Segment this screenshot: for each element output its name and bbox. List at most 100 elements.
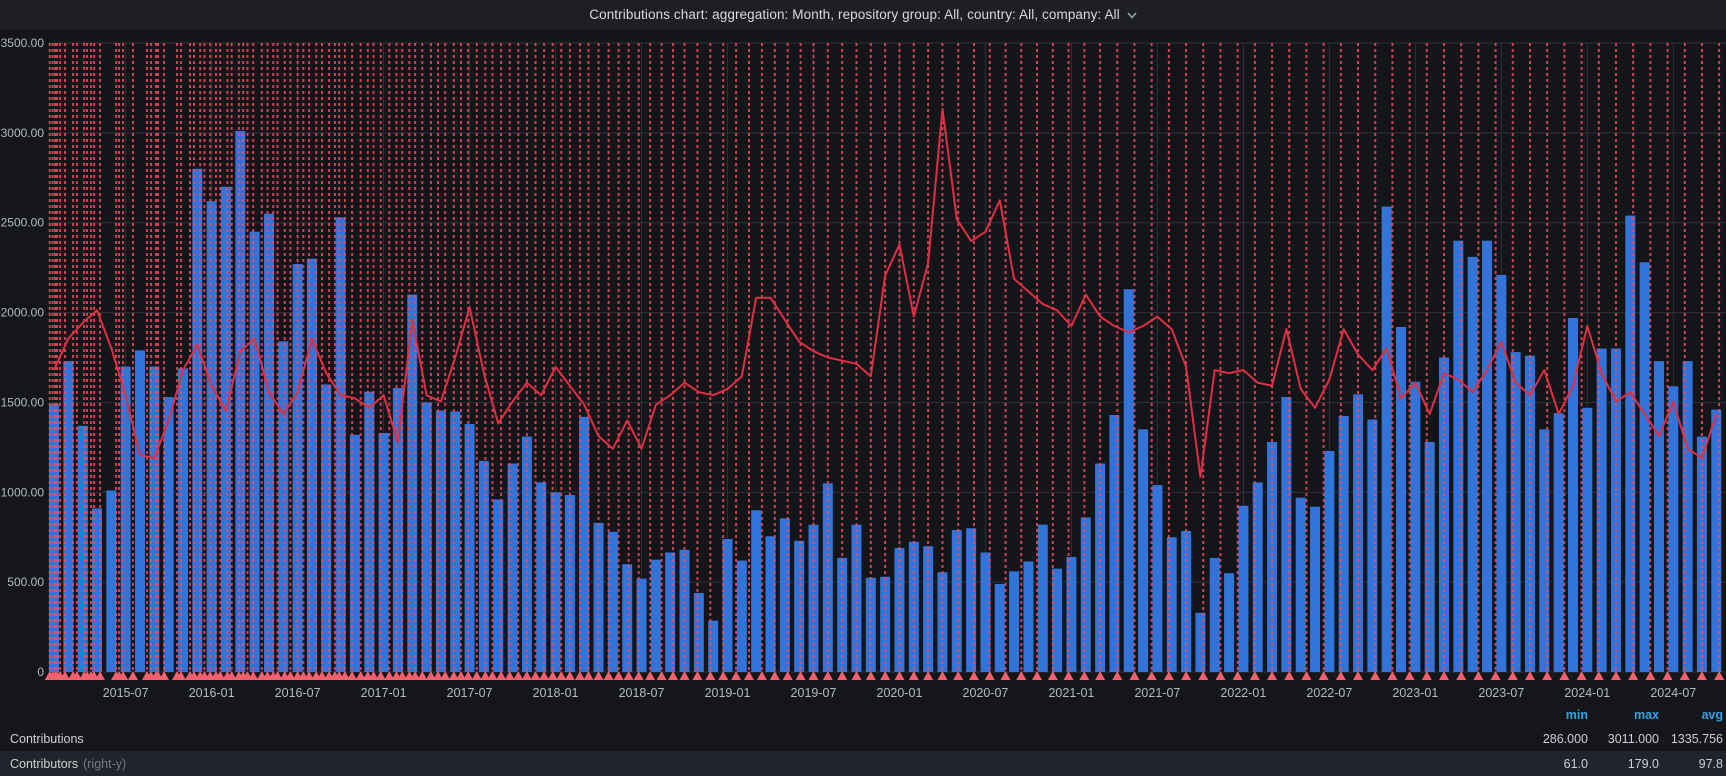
bar-month-44[interactable] xyxy=(679,549,690,672)
bar-month-27[interactable] xyxy=(435,410,446,672)
bar-month-31[interactable] xyxy=(493,499,504,672)
bar-month-18[interactable] xyxy=(306,258,317,672)
bar-month-91[interactable] xyxy=(1353,394,1364,672)
bar-month-94[interactable] xyxy=(1396,326,1407,672)
bar-month-58[interactable] xyxy=(880,576,891,672)
bar-month-68[interactable] xyxy=(1023,561,1034,672)
bar-month-64[interactable] xyxy=(966,528,977,672)
bar-month-32[interactable] xyxy=(507,463,518,672)
bar-month-15[interactable] xyxy=(263,213,274,672)
bar-month-51[interactable] xyxy=(779,518,790,672)
bar-month-89[interactable] xyxy=(1324,450,1335,672)
bar-month-96[interactable] xyxy=(1424,441,1435,672)
bar-month-105[interactable] xyxy=(1553,413,1564,672)
bar-month-7[interactable] xyxy=(149,366,160,672)
bar-month-78[interactable] xyxy=(1166,537,1177,672)
bar-month-46[interactable] xyxy=(708,620,719,672)
bar-month-16[interactable] xyxy=(278,341,289,672)
bar-month-70[interactable] xyxy=(1052,568,1063,672)
bar-month-98[interactable] xyxy=(1453,240,1464,672)
bar-month-112[interactable] xyxy=(1653,361,1664,672)
bar-month-104[interactable] xyxy=(1539,429,1550,672)
bar-month-101[interactable] xyxy=(1496,274,1507,672)
bar-month-13[interactable] xyxy=(235,130,246,673)
bar-month-90[interactable] xyxy=(1338,415,1349,672)
bar-month-5[interactable] xyxy=(120,366,131,672)
bar-month-37[interactable] xyxy=(579,416,590,672)
bar-month-87[interactable] xyxy=(1295,497,1306,672)
panel-title-dropdown[interactable]: Contributions chart: aggregation: Month,… xyxy=(589,7,1137,22)
legend-max-header[interactable]: max xyxy=(1633,708,1659,722)
bar-month-20[interactable] xyxy=(335,217,346,672)
bar-month-83[interactable] xyxy=(1238,505,1249,672)
bar-month-77[interactable] xyxy=(1152,485,1163,672)
bar-month-22[interactable] xyxy=(364,391,375,672)
bar-month-45[interactable] xyxy=(693,592,704,672)
bar-month-67[interactable] xyxy=(1009,571,1020,672)
bar-month-74[interactable] xyxy=(1109,415,1120,672)
bar-month-49[interactable] xyxy=(751,510,762,672)
bar-month-41[interactable] xyxy=(636,578,647,672)
bar-month-99[interactable] xyxy=(1467,256,1478,672)
bar-month-53[interactable] xyxy=(808,524,819,672)
bar-month-57[interactable] xyxy=(865,577,876,672)
bar-month-82[interactable] xyxy=(1224,573,1235,672)
bar-month-39[interactable] xyxy=(607,531,618,672)
bar-month-72[interactable] xyxy=(1080,517,1091,672)
bar-month-42[interactable] xyxy=(650,559,661,672)
bar-month-50[interactable] xyxy=(765,536,776,672)
bar-month-26[interactable] xyxy=(421,402,432,672)
legend-label-contributors[interactable]: Contributors (right-y) xyxy=(10,756,127,771)
bar-month-52[interactable] xyxy=(794,540,805,672)
bar-month-1[interactable] xyxy=(63,361,74,672)
bar-month-6[interactable] xyxy=(134,350,145,672)
bar-month-110[interactable] xyxy=(1625,215,1636,673)
bar-month-11[interactable] xyxy=(206,201,217,673)
bar-month-3[interactable] xyxy=(91,508,102,672)
bar-month-109[interactable] xyxy=(1610,348,1621,672)
bar-month-97[interactable] xyxy=(1439,357,1450,673)
bar-month-88[interactable] xyxy=(1310,506,1321,672)
bar-month-30[interactable] xyxy=(478,460,489,672)
bar-month-76[interactable] xyxy=(1138,429,1149,672)
bar-month-48[interactable] xyxy=(736,560,747,672)
bar-month-19[interactable] xyxy=(321,384,332,672)
bar-month-56[interactable] xyxy=(851,524,862,672)
bar-month-100[interactable] xyxy=(1482,240,1492,672)
legend-row-contributions[interactable]: Contributions 286.000 3011.000 1335.756 xyxy=(0,726,1726,751)
bar-month-84[interactable] xyxy=(1252,482,1263,672)
bar-month-111[interactable] xyxy=(1639,262,1650,672)
legend-row-contributors[interactable]: Contributors (right-y) 61.0 179.0 97.8 xyxy=(0,751,1726,776)
bar-month-47[interactable] xyxy=(722,539,733,672)
bar-month-113[interactable] xyxy=(1668,386,1679,672)
bar-month-65[interactable] xyxy=(980,552,991,672)
bar-month-93[interactable] xyxy=(1381,206,1392,673)
bar-month-24[interactable] xyxy=(392,388,403,672)
bar-month-4[interactable] xyxy=(106,490,117,672)
bar-month-63[interactable] xyxy=(951,530,962,672)
bar-month-62[interactable] xyxy=(937,572,948,672)
bar-month-80[interactable] xyxy=(1195,612,1206,672)
bar-month-108[interactable] xyxy=(1596,348,1607,672)
bar-month-95[interactable] xyxy=(1410,381,1421,672)
bar-month-10[interactable] xyxy=(192,168,203,673)
legend-avg-header[interactable]: avg xyxy=(1701,708,1723,722)
bar-month-21[interactable] xyxy=(349,434,360,672)
bar-month-23[interactable] xyxy=(378,432,389,672)
bar-month-85[interactable] xyxy=(1267,441,1278,672)
contributors-line[interactable] xyxy=(53,108,1718,478)
bar-month-114[interactable] xyxy=(1682,361,1693,672)
bar-month-86[interactable] xyxy=(1281,397,1292,672)
bar-month-69[interactable] xyxy=(1037,524,1048,672)
bar-month-25[interactable] xyxy=(407,294,418,672)
legend-label-contributions[interactable]: Contributions xyxy=(10,731,84,746)
bar-month-14[interactable] xyxy=(249,231,260,672)
bar-month-40[interactable] xyxy=(622,564,633,672)
bar-month-28[interactable] xyxy=(450,411,461,672)
bar-month-60[interactable] xyxy=(908,541,919,672)
bar-month-106[interactable] xyxy=(1567,317,1578,672)
bar-month-12[interactable] xyxy=(220,186,231,672)
bar-month-116[interactable] xyxy=(1711,409,1722,672)
bar-month-107[interactable] xyxy=(1582,407,1593,672)
